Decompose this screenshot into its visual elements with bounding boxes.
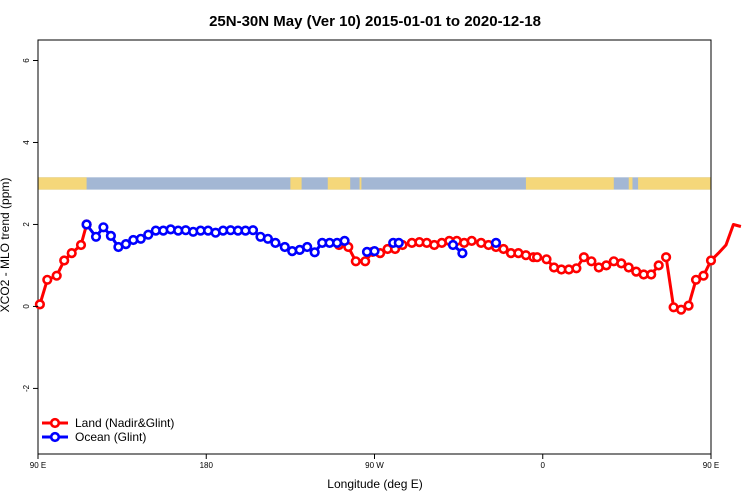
land-data-point xyxy=(660,252,672,263)
land-strip-segment xyxy=(38,177,87,190)
land-data-point xyxy=(601,260,612,271)
land-data-point xyxy=(466,235,477,246)
ocean-data-point xyxy=(143,229,154,240)
land-strip-segment xyxy=(290,177,302,190)
ocean-data-point xyxy=(447,239,459,251)
x-tick-label: 0 xyxy=(541,461,546,470)
y-tick-label: 2 xyxy=(22,222,31,227)
land-data-point xyxy=(75,239,87,251)
x-tick-label: 180 xyxy=(200,461,214,470)
legend: Land (Nadir&Glint)Ocean (Glint) xyxy=(42,416,174,444)
land-data-point xyxy=(51,270,62,281)
y-tick-label: 6 xyxy=(22,58,31,63)
land-series-line xyxy=(664,223,742,312)
land-strip-segment xyxy=(628,177,633,190)
ocean-data-point xyxy=(90,231,102,242)
ocean-data-point xyxy=(120,239,131,250)
ocean-data-point xyxy=(247,225,259,236)
x-tick-label: 90 W xyxy=(365,461,384,470)
ocean-data-point xyxy=(262,233,274,244)
land-data-point xyxy=(571,263,582,274)
land-data-point xyxy=(350,256,361,267)
axes: 90 E 180 90 W 0 90 E -2 0 2 4 6 xyxy=(22,58,719,470)
land-data-point xyxy=(616,258,627,269)
land-data-point xyxy=(698,270,709,281)
ocean-data-point xyxy=(393,237,404,248)
ocean-data-point xyxy=(98,222,109,233)
x-tick-label: 90 E xyxy=(703,461,719,470)
land-strip-segment xyxy=(638,177,711,190)
land-data-point xyxy=(623,262,634,273)
y-tick-label: 4 xyxy=(22,140,31,145)
y-tick-label: 0 xyxy=(22,304,31,309)
ocean-data-point xyxy=(105,230,116,241)
land-data-point xyxy=(59,255,70,266)
land-strip-segment xyxy=(359,177,362,190)
ocean-data-point xyxy=(490,237,502,248)
legend-label: Land (Nadir&Glint) xyxy=(75,416,174,430)
land-strip-segment xyxy=(327,177,351,190)
ocean-data-point xyxy=(302,241,313,253)
land-strip-segment xyxy=(525,177,614,190)
land-data-point xyxy=(690,274,702,285)
x-tick-label: 90 E xyxy=(30,461,46,470)
land-data-point xyxy=(66,248,77,259)
ocean-data-point xyxy=(369,246,380,257)
series-layer xyxy=(34,219,742,315)
legend-label: Ocean (Glint) xyxy=(75,430,146,444)
y-tick-label: -2 xyxy=(22,384,31,392)
ocean-data-point xyxy=(279,241,290,253)
y-axis-label: XCO2 - MLO trend (ppm) xyxy=(0,178,12,313)
ocean-data-point xyxy=(309,247,320,258)
ocean-data-point xyxy=(339,235,350,246)
land-data-point xyxy=(705,255,717,266)
x-axis-label: Longitude (deg E) xyxy=(327,477,422,491)
ocean-data-point xyxy=(270,237,281,248)
land-data-point xyxy=(653,260,664,271)
ocean-data-point xyxy=(457,248,468,259)
legend-marker xyxy=(49,431,61,443)
land-data-point xyxy=(360,256,371,267)
land-data-point xyxy=(42,274,53,285)
land-data-point xyxy=(34,299,46,310)
land-data-point xyxy=(646,269,657,280)
land-data-point xyxy=(498,243,509,255)
land-ocean-strip xyxy=(38,177,711,190)
land-data-point xyxy=(586,256,597,267)
ocean-data-point xyxy=(135,233,146,244)
chart-title: 25N-30N May (Ver 10) 2015-01-01 to 2020-… xyxy=(209,13,541,30)
land-data-point xyxy=(541,254,552,265)
land-data-point xyxy=(578,252,590,263)
ocean-data-point xyxy=(81,219,92,230)
land-data-point xyxy=(531,252,543,263)
land-data-point xyxy=(683,300,694,311)
land-data-point xyxy=(675,304,687,315)
legend-marker xyxy=(49,417,61,429)
